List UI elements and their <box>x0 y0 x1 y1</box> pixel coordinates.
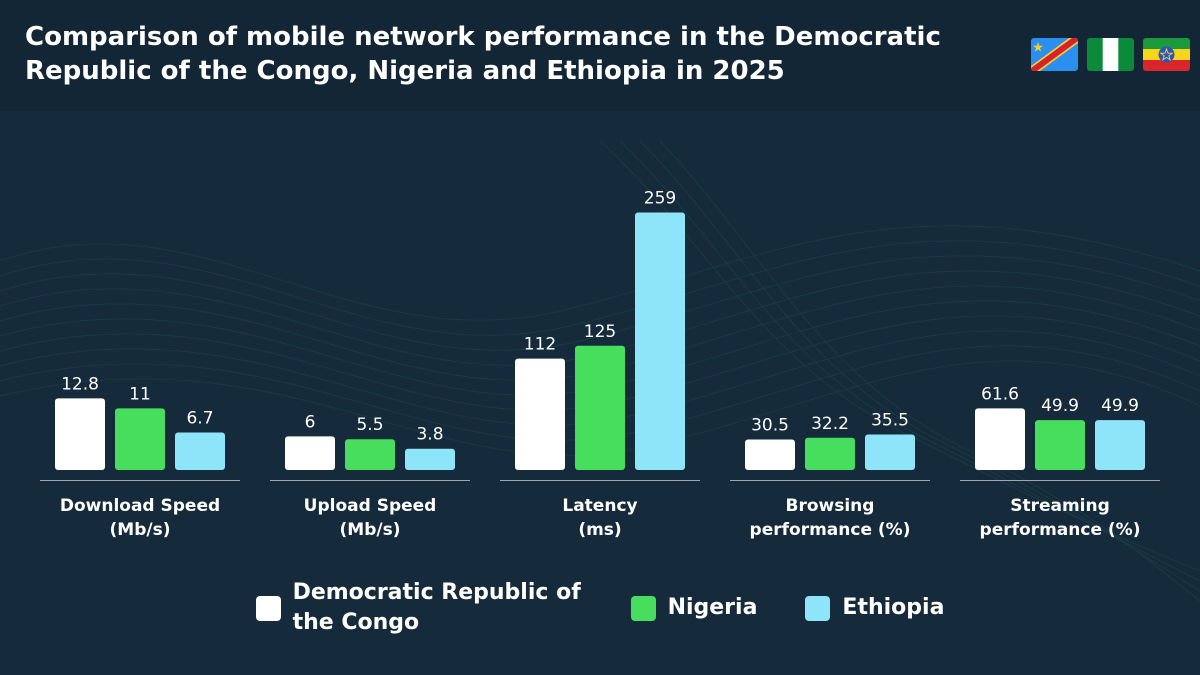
legend-swatch-drc <box>255 595 281 621</box>
category-label-0-0: Download Speed <box>60 496 220 516</box>
legend-item-ethiopia: Ethiopia <box>805 593 944 623</box>
legend-swatch-ethiopia <box>805 595 831 621</box>
data-label-ethiopia-0: 6.7 <box>186 408 213 428</box>
data-label-ethiopia-3: 35.5 <box>871 411 909 431</box>
data-label-drc-1: 6 <box>305 412 316 432</box>
data-label-nigeria-2: 125 <box>584 322 616 342</box>
data-label-drc-0: 12.8 <box>61 374 99 394</box>
bar-nigeria-4 <box>1035 420 1085 470</box>
data-label-ethiopia-4: 49.9 <box>1101 396 1139 416</box>
bar-nigeria-2 <box>575 345 625 470</box>
nigeria-flag-icon <box>1087 38 1134 71</box>
category-label-4-1: performance (%) <box>980 520 1141 540</box>
flag-group <box>1031 38 1190 71</box>
data-label-ethiopia-1: 3.8 <box>416 425 443 445</box>
category-label-2-0: Latency <box>562 496 637 516</box>
data-label-nigeria-4: 49.9 <box>1041 396 1079 416</box>
bar-drc-2 <box>515 358 565 470</box>
bar-ethiopia-2 <box>635 212 685 470</box>
ethiopia-flag-icon <box>1143 38 1190 71</box>
category-label-1-0: Upload Speed <box>304 496 437 516</box>
legend-label-nigeria: Nigeria <box>667 595 758 620</box>
chart-title: Comparison of mobile network performance… <box>25 22 941 86</box>
bar-nigeria-0 <box>115 408 165 470</box>
data-label-drc-3: 30.5 <box>751 416 789 436</box>
drc-flag-icon <box>1031 38 1078 71</box>
bar-nigeria-3 <box>805 437 855 470</box>
legend-label-drc: Democratic Republic of the Congo <box>292 580 581 635</box>
bar-drc-0 <box>55 398 105 470</box>
bar-drc-4 <box>975 408 1025 470</box>
category-label-3-1: performance (%) <box>750 520 911 540</box>
category-label-4-0: Streaming <box>1010 496 1110 516</box>
bar-ethiopia-3 <box>865 434 915 470</box>
data-label-nigeria-0: 11 <box>129 384 151 404</box>
data-label-drc-4: 61.6 <box>981 384 1019 404</box>
category-label-2-1: (ms) <box>578 520 621 540</box>
data-label-nigeria-3: 32.2 <box>811 414 849 434</box>
bar-ethiopia-1 <box>405 448 455 470</box>
legend: Democratic Republic of the Congo Nigeria… <box>0 578 1200 638</box>
category-label-3-0: Browsing <box>786 496 875 516</box>
bar-drc-3 <box>745 439 795 470</box>
legend-label-ethiopia: Ethiopia <box>842 595 945 620</box>
bar-drc-1 <box>285 436 335 470</box>
data-label-ethiopia-2: 259 <box>644 189 676 209</box>
category-label-0-1: (Mb/s) <box>110 520 171 540</box>
category-label-1-1: (Mb/s) <box>340 520 401 540</box>
legend-item-drc: Democratic Republic of the Congo <box>255 578 583 638</box>
header: Comparison of mobile network performance… <box>0 0 1200 111</box>
legend-swatch-nigeria <box>630 595 656 621</box>
legend-item-nigeria: Nigeria <box>630 593 758 623</box>
bar-ethiopia-4 <box>1095 420 1145 470</box>
bar-ethiopia-0 <box>175 432 225 470</box>
data-label-nigeria-1: 5.5 <box>356 415 383 435</box>
bar-nigeria-1 <box>345 439 395 470</box>
data-label-drc-2: 112 <box>524 335 556 355</box>
